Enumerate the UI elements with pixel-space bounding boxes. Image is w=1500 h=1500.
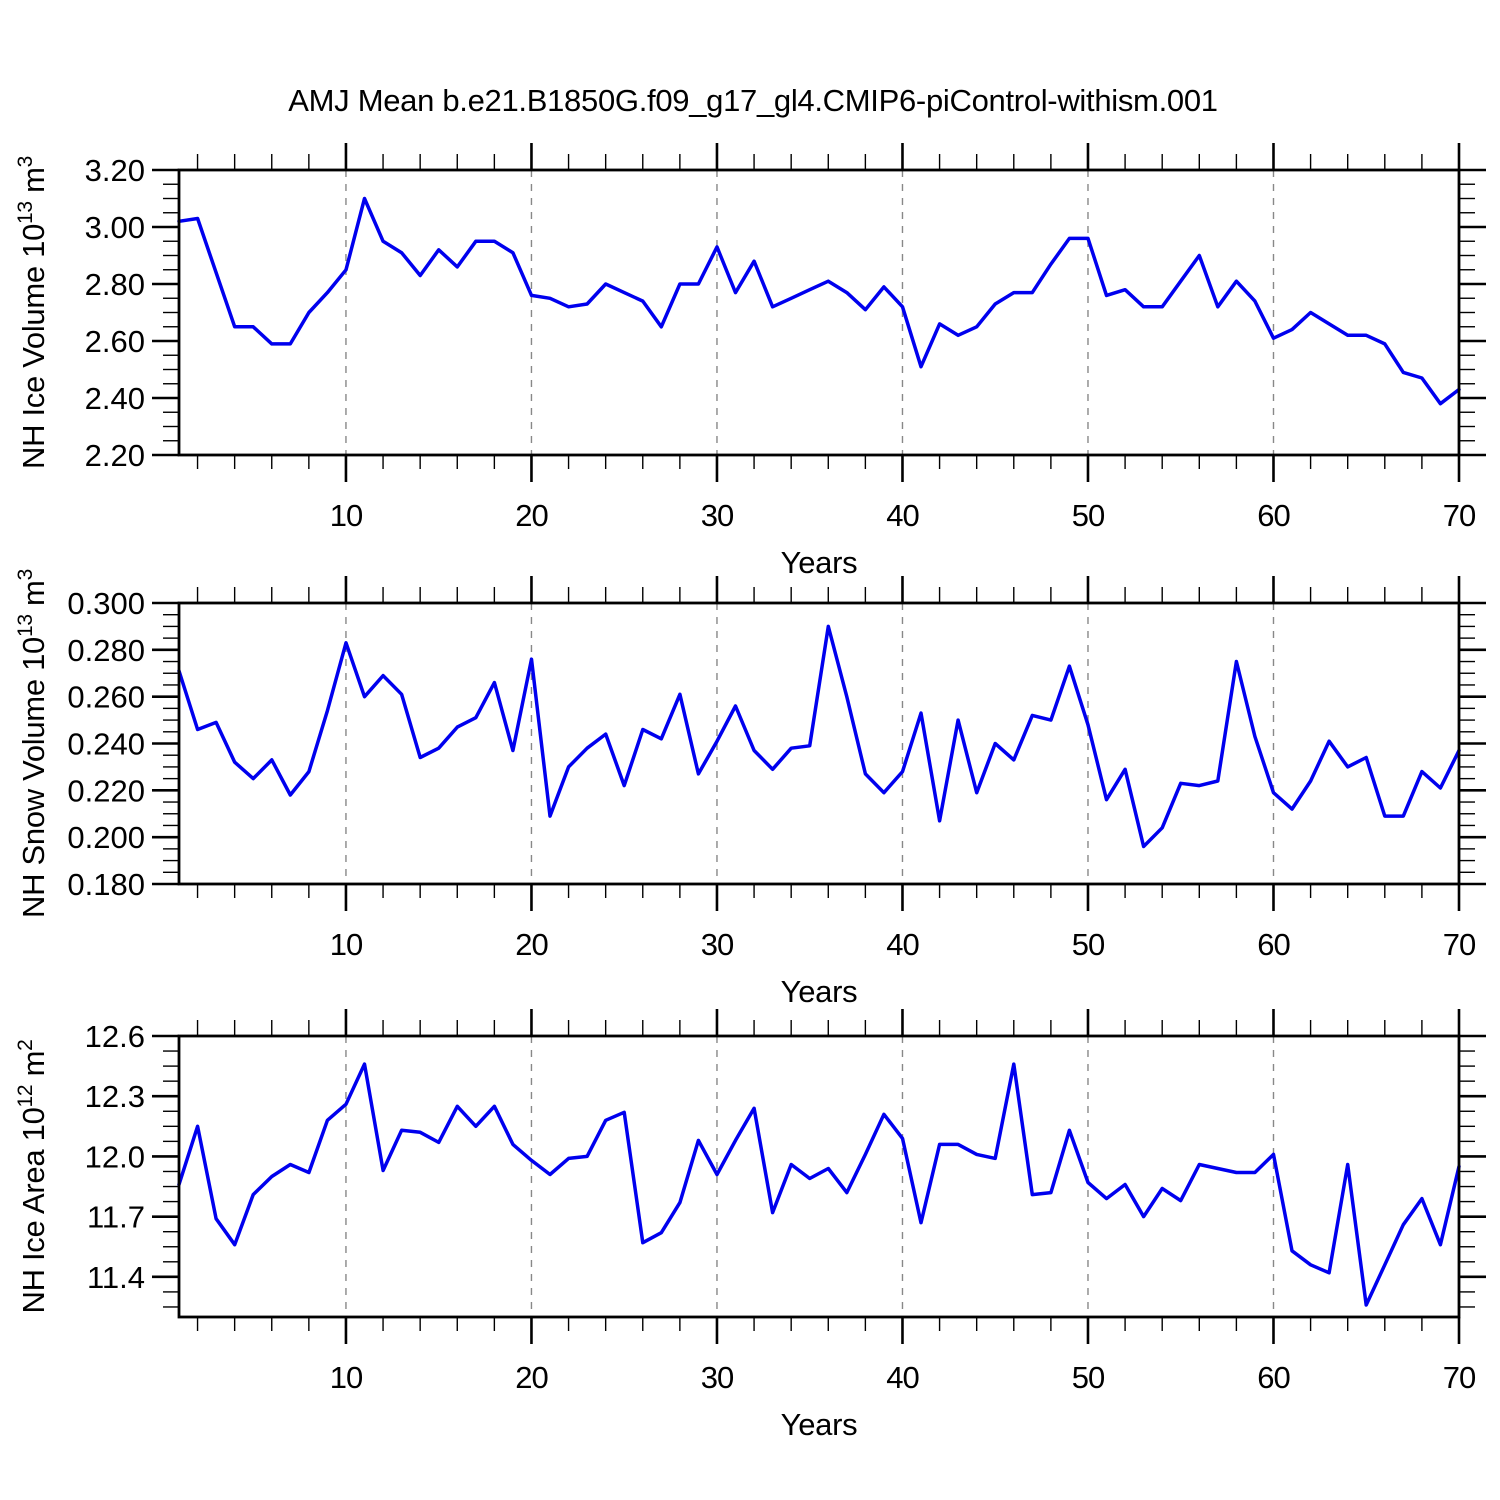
- x-tick-label: 10: [330, 1360, 363, 1395]
- y-tick-label: 12.0: [85, 1139, 145, 1174]
- data-line: [177, 196, 1461, 406]
- y-axis-title: NH Ice Area 1012 m2: [14, 1039, 51, 1313]
- y-tick-label: 0.280: [67, 633, 145, 668]
- y-tick-label: 11.4: [87, 1260, 145, 1295]
- x-axis-title: Years: [781, 1407, 858, 1442]
- x-tick-label: 60: [1257, 1360, 1290, 1395]
- x-tick-label: 40: [886, 1360, 919, 1395]
- x-tick-label: 40: [886, 498, 919, 533]
- y-axis-title: NH Snow Volume 1013 m3: [14, 569, 51, 918]
- figure-title: AMJ Mean b.e21.B1850G.f09_g17_gl4.CMIP6-…: [288, 83, 1218, 118]
- y-tick-label: 0.300: [67, 586, 145, 621]
- y-tick-label: 11.7: [87, 1200, 145, 1235]
- y-axis-title: NH Ice Volume 1013 m3: [14, 156, 51, 469]
- x-tick-label: 50: [1072, 498, 1105, 533]
- x-tick-label: 70: [1443, 927, 1476, 962]
- x-tick-label: 50: [1072, 1360, 1105, 1395]
- chart-nh-snow-volume: 0.180 0.200 0.220 0.240 0.260 0.280 0.300 10 20 3…: [14, 569, 1486, 1009]
- chart-nh-ice-area: 11.4 11.7 12.0 12.3 12.6 10 20 30 40 50 60 70 Years N…: [14, 1009, 1486, 1442]
- x-tick-label: 30: [701, 1360, 734, 1395]
- y-tick-label: 2.80: [85, 267, 145, 302]
- plot-frame: [177, 601, 1461, 886]
- chart-nh-ice-volume: 2.20 2.40 2.60 2.80 3.00 3.20 10 20 30 40 50 60 70 Ye…: [14, 143, 1486, 580]
- x-tick-label: 10: [330, 927, 363, 962]
- y-tick-label: 2.60: [85, 324, 145, 359]
- x-tick-label: 30: [701, 498, 734, 533]
- x-tick-label: 10: [330, 498, 363, 533]
- y-tick-label: 12.3: [85, 1079, 145, 1114]
- x-axis-title: Years: [781, 545, 858, 580]
- x-tick-label: 60: [1257, 498, 1290, 533]
- x-tick-label: 20: [515, 498, 548, 533]
- y-tick-label: 0.240: [67, 727, 145, 762]
- y-tick-label: 0.180: [67, 867, 145, 902]
- y-tick-label: 12.6: [85, 1019, 145, 1054]
- plot-frame: [177, 1034, 1461, 1319]
- y-tick-label: 3.20: [85, 153, 145, 188]
- y-tick-label: 0.260: [67, 680, 145, 715]
- data-line: [177, 624, 1461, 849]
- x-tick-label: 70: [1443, 498, 1476, 533]
- x-axis-title: Years: [781, 974, 858, 1009]
- y-tick-label: 3.00: [85, 210, 145, 245]
- x-tick-label: 30: [701, 927, 734, 962]
- x-tick-label: 70: [1443, 1360, 1476, 1395]
- x-tick-label: 50: [1072, 927, 1105, 962]
- y-tick-label: 0.200: [67, 820, 145, 855]
- x-tick-label: 60: [1257, 927, 1290, 962]
- y-tick-label: 2.40: [85, 381, 145, 416]
- x-tick-label: 40: [886, 927, 919, 962]
- x-tick-label: 20: [515, 927, 548, 962]
- data-line: [177, 1062, 1461, 1307]
- y-tick-label: 2.20: [85, 438, 145, 473]
- x-tick-label: 20: [515, 1360, 548, 1395]
- y-tick-label: 0.220: [67, 773, 145, 808]
